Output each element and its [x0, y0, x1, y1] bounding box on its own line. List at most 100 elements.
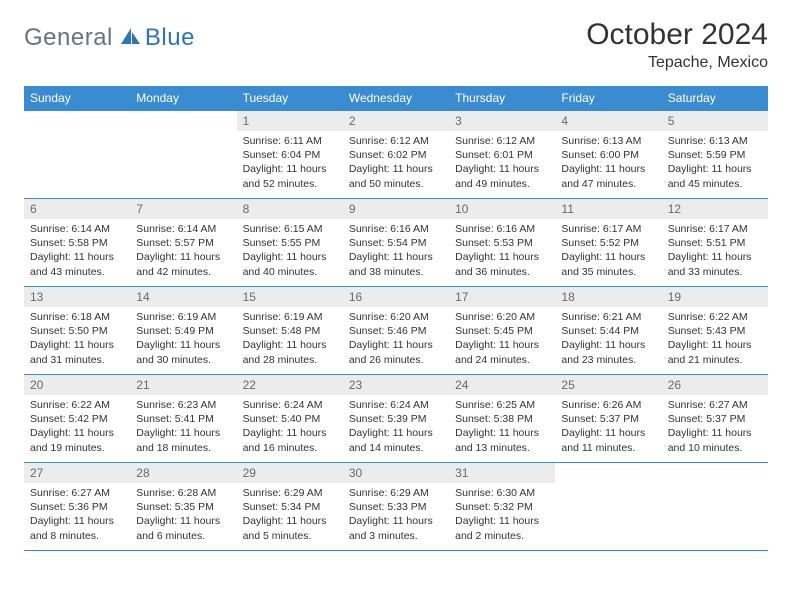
day-number: 30	[343, 463, 449, 483]
calendar-cell: 10Sunrise: 6:16 AMSunset: 5:53 PMDayligh…	[449, 199, 555, 287]
weekday-header: Monday	[130, 86, 236, 111]
day-number: 19	[662, 287, 768, 307]
day-body: Sunrise: 6:19 AMSunset: 5:49 PMDaylight:…	[130, 307, 236, 371]
calendar-week-row: 20Sunrise: 6:22 AMSunset: 5:42 PMDayligh…	[24, 375, 768, 463]
calendar-cell: 20Sunrise: 6:22 AMSunset: 5:42 PMDayligh…	[24, 375, 130, 463]
logo: General Blue	[24, 18, 195, 52]
calendar-cell: 2Sunrise: 6:12 AMSunset: 6:02 PMDaylight…	[343, 111, 449, 199]
day-body: Sunrise: 6:14 AMSunset: 5:57 PMDaylight:…	[130, 219, 236, 283]
day-number: 28	[130, 463, 236, 483]
day-number: 4	[555, 111, 661, 131]
calendar-week-row: 13Sunrise: 6:18 AMSunset: 5:50 PMDayligh…	[24, 287, 768, 375]
day-body: Sunrise: 6:25 AMSunset: 5:38 PMDaylight:…	[449, 395, 555, 459]
sail-icon	[119, 26, 141, 51]
calendar-cell: 23Sunrise: 6:24 AMSunset: 5:39 PMDayligh…	[343, 375, 449, 463]
day-body: Sunrise: 6:27 AMSunset: 5:36 PMDaylight:…	[24, 483, 130, 547]
calendar-cell	[130, 111, 236, 199]
calendar-cell: 8Sunrise: 6:15 AMSunset: 5:55 PMDaylight…	[237, 199, 343, 287]
day-body: Sunrise: 6:28 AMSunset: 5:35 PMDaylight:…	[130, 483, 236, 547]
calendar-week-row: 27Sunrise: 6:27 AMSunset: 5:36 PMDayligh…	[24, 463, 768, 551]
day-body: Sunrise: 6:15 AMSunset: 5:55 PMDaylight:…	[237, 219, 343, 283]
day-body: Sunrise: 6:27 AMSunset: 5:37 PMDaylight:…	[662, 395, 768, 459]
day-body: Sunrise: 6:20 AMSunset: 5:45 PMDaylight:…	[449, 307, 555, 371]
calendar-cell: 4Sunrise: 6:13 AMSunset: 6:00 PMDaylight…	[555, 111, 661, 199]
day-number: 27	[24, 463, 130, 483]
day-number: 6	[24, 199, 130, 219]
day-number: 26	[662, 375, 768, 395]
day-number: 20	[24, 375, 130, 395]
day-number: 23	[343, 375, 449, 395]
day-body: Sunrise: 6:16 AMSunset: 5:53 PMDaylight:…	[449, 219, 555, 283]
calendar-cell: 14Sunrise: 6:19 AMSunset: 5:49 PMDayligh…	[130, 287, 236, 375]
day-number: 15	[237, 287, 343, 307]
calendar-cell: 16Sunrise: 6:20 AMSunset: 5:46 PMDayligh…	[343, 287, 449, 375]
day-body: Sunrise: 6:19 AMSunset: 5:48 PMDaylight:…	[237, 307, 343, 371]
day-body: Sunrise: 6:17 AMSunset: 5:52 PMDaylight:…	[555, 219, 661, 283]
day-number: 18	[555, 287, 661, 307]
day-body: Sunrise: 6:18 AMSunset: 5:50 PMDaylight:…	[24, 307, 130, 371]
day-number: 22	[237, 375, 343, 395]
day-body: Sunrise: 6:22 AMSunset: 5:43 PMDaylight:…	[662, 307, 768, 371]
location: Tepache, Mexico	[586, 54, 768, 72]
weekday-header: Friday	[555, 86, 661, 111]
calendar-cell: 3Sunrise: 6:12 AMSunset: 6:01 PMDaylight…	[449, 111, 555, 199]
calendar-cell: 28Sunrise: 6:28 AMSunset: 5:35 PMDayligh…	[130, 463, 236, 551]
day-body: Sunrise: 6:26 AMSunset: 5:37 PMDaylight:…	[555, 395, 661, 459]
day-number: 7	[130, 199, 236, 219]
day-body: Sunrise: 6:23 AMSunset: 5:41 PMDaylight:…	[130, 395, 236, 459]
day-number: 12	[662, 199, 768, 219]
weekday-header-row: Sunday Monday Tuesday Wednesday Thursday…	[24, 86, 768, 111]
day-number: 9	[343, 199, 449, 219]
day-body: Sunrise: 6:12 AMSunset: 6:02 PMDaylight:…	[343, 131, 449, 195]
day-number: 24	[449, 375, 555, 395]
day-body: Sunrise: 6:29 AMSunset: 5:33 PMDaylight:…	[343, 483, 449, 547]
weekday-header: Thursday	[449, 86, 555, 111]
day-body: Sunrise: 6:24 AMSunset: 5:40 PMDaylight:…	[237, 395, 343, 459]
day-body: Sunrise: 6:13 AMSunset: 6:00 PMDaylight:…	[555, 131, 661, 195]
calendar-cell: 5Sunrise: 6:13 AMSunset: 5:59 PMDaylight…	[662, 111, 768, 199]
calendar-cell: 1Sunrise: 6:11 AMSunset: 6:04 PMDaylight…	[237, 111, 343, 199]
title-block: October 2024 Tepache, Mexico	[586, 18, 768, 72]
day-number: 2	[343, 111, 449, 131]
calendar-table: Sunday Monday Tuesday Wednesday Thursday…	[24, 86, 768, 551]
day-number: 16	[343, 287, 449, 307]
calendar-week-row: 6Sunrise: 6:14 AMSunset: 5:58 PMDaylight…	[24, 199, 768, 287]
day-body: Sunrise: 6:17 AMSunset: 5:51 PMDaylight:…	[662, 219, 768, 283]
day-body: Sunrise: 6:16 AMSunset: 5:54 PMDaylight:…	[343, 219, 449, 283]
day-number: 11	[555, 199, 661, 219]
weekday-header: Saturday	[662, 86, 768, 111]
calendar-cell: 15Sunrise: 6:19 AMSunset: 5:48 PMDayligh…	[237, 287, 343, 375]
calendar-cell: 13Sunrise: 6:18 AMSunset: 5:50 PMDayligh…	[24, 287, 130, 375]
calendar-cell	[662, 463, 768, 551]
calendar-cell: 25Sunrise: 6:26 AMSunset: 5:37 PMDayligh…	[555, 375, 661, 463]
calendar-cell	[24, 111, 130, 199]
calendar-cell: 29Sunrise: 6:29 AMSunset: 5:34 PMDayligh…	[237, 463, 343, 551]
month-title: October 2024	[586, 18, 768, 52]
logo-word1: General	[24, 24, 113, 52]
calendar-cell	[555, 463, 661, 551]
day-number: 21	[130, 375, 236, 395]
weekday-header: Sunday	[24, 86, 130, 111]
day-number: 5	[662, 111, 768, 131]
day-body: Sunrise: 6:14 AMSunset: 5:58 PMDaylight:…	[24, 219, 130, 283]
calendar-cell: 19Sunrise: 6:22 AMSunset: 5:43 PMDayligh…	[662, 287, 768, 375]
calendar-week-row: 1Sunrise: 6:11 AMSunset: 6:04 PMDaylight…	[24, 111, 768, 199]
day-number: 10	[449, 199, 555, 219]
logo-word2: Blue	[145, 24, 195, 52]
day-number: 29	[237, 463, 343, 483]
day-number: 8	[237, 199, 343, 219]
day-body: Sunrise: 6:29 AMSunset: 5:34 PMDaylight:…	[237, 483, 343, 547]
header: General Blue October 2024 Tepache, Mexic…	[24, 18, 768, 72]
day-body: Sunrise: 6:11 AMSunset: 6:04 PMDaylight:…	[237, 131, 343, 195]
calendar-cell: 6Sunrise: 6:14 AMSunset: 5:58 PMDaylight…	[24, 199, 130, 287]
day-body: Sunrise: 6:20 AMSunset: 5:46 PMDaylight:…	[343, 307, 449, 371]
calendar-cell: 22Sunrise: 6:24 AMSunset: 5:40 PMDayligh…	[237, 375, 343, 463]
calendar-cell: 17Sunrise: 6:20 AMSunset: 5:45 PMDayligh…	[449, 287, 555, 375]
day-body: Sunrise: 6:12 AMSunset: 6:01 PMDaylight:…	[449, 131, 555, 195]
day-number: 13	[24, 287, 130, 307]
calendar-cell: 24Sunrise: 6:25 AMSunset: 5:38 PMDayligh…	[449, 375, 555, 463]
day-number: 1	[237, 111, 343, 131]
weekday-header: Tuesday	[237, 86, 343, 111]
calendar-cell: 21Sunrise: 6:23 AMSunset: 5:41 PMDayligh…	[130, 375, 236, 463]
day-body: Sunrise: 6:21 AMSunset: 5:44 PMDaylight:…	[555, 307, 661, 371]
